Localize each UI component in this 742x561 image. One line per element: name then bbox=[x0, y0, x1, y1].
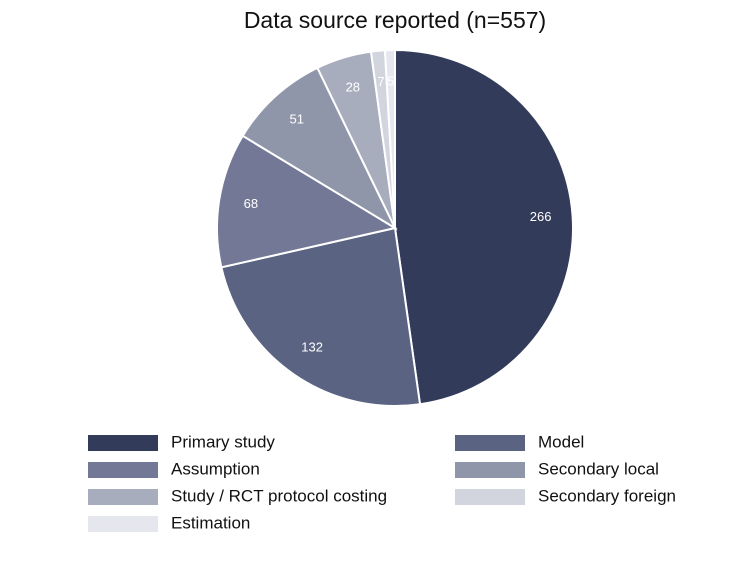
legend-label: Assumption bbox=[171, 459, 260, 478]
slice-label: 5 bbox=[387, 74, 394, 89]
legend-swatch bbox=[88, 435, 158, 451]
slice-label: 7 bbox=[377, 74, 384, 89]
legend-swatch bbox=[88, 489, 158, 505]
legend-label: Primary study bbox=[171, 432, 275, 451]
legend-swatch bbox=[455, 489, 525, 505]
chart-title: Data source reported (n=557) bbox=[244, 7, 546, 33]
legend-swatch bbox=[88, 462, 158, 478]
slice-label: 132 bbox=[301, 340, 323, 355]
legend-label: Estimation bbox=[171, 513, 250, 532]
pie-slice bbox=[241, 66, 398, 231]
legend-label: Secondary foreign bbox=[538, 486, 676, 505]
pie-slice bbox=[216, 134, 398, 269]
pie-slice bbox=[383, 48, 396, 229]
legend-swatch bbox=[455, 435, 525, 451]
slice-label: 68 bbox=[244, 196, 258, 211]
pie-slice bbox=[220, 226, 422, 407]
legend-label: Study / RCT protocol costing bbox=[171, 486, 387, 505]
slice-label: 266 bbox=[530, 209, 552, 224]
pie-slice bbox=[394, 48, 574, 406]
legend-label: Secondary local bbox=[538, 459, 659, 478]
slice-label: 51 bbox=[289, 112, 303, 127]
legend-label: Model bbox=[538, 432, 584, 451]
slice-label: 28 bbox=[346, 80, 360, 95]
legend-swatch bbox=[455, 462, 525, 478]
legend-swatch bbox=[88, 516, 158, 532]
